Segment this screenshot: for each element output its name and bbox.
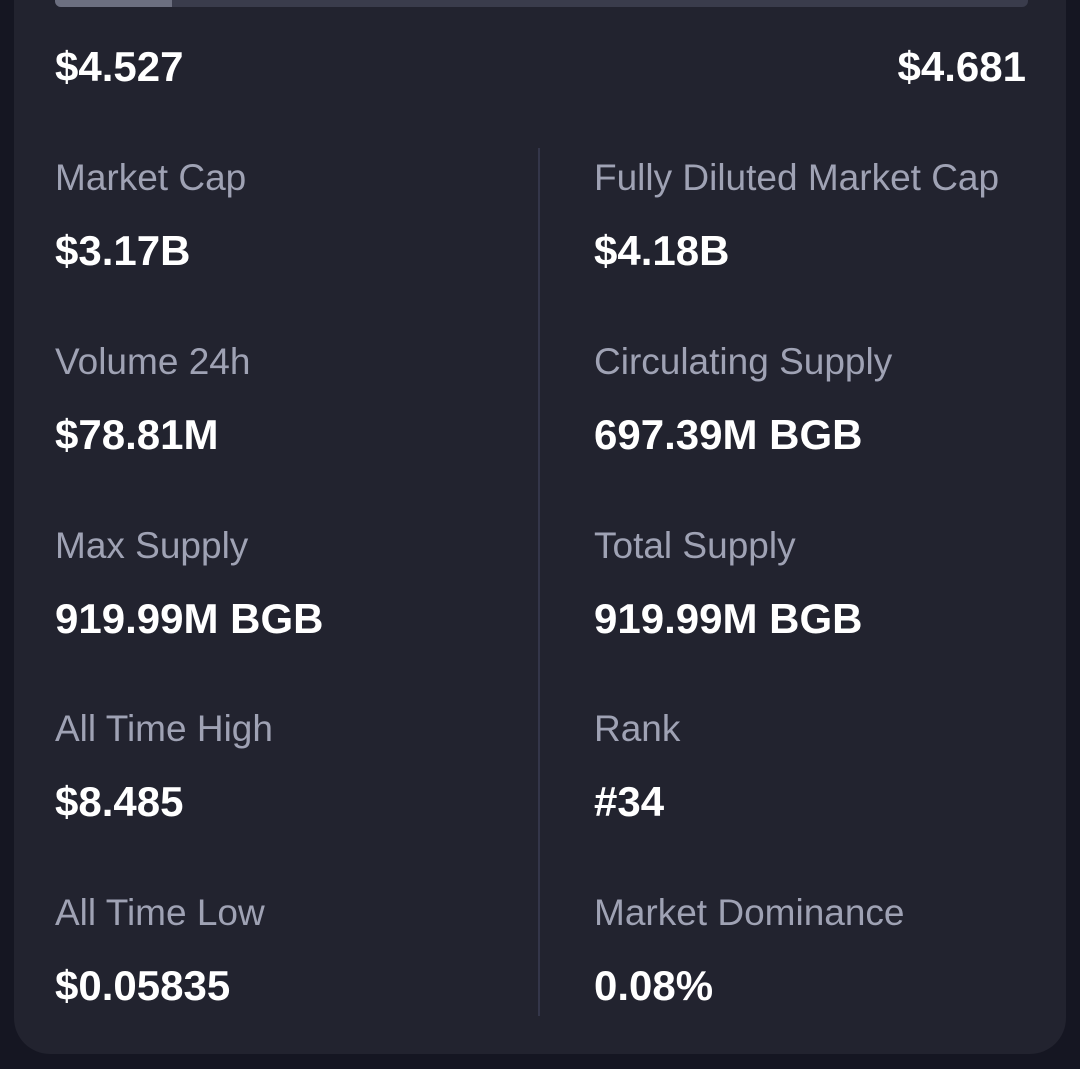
stat-value: 0.08% xyxy=(594,962,714,1009)
price-range-high: $4.681 xyxy=(897,43,1026,90)
stat-label: Rank xyxy=(594,708,681,749)
stat-max-supply: Max Supply 919.99M BGB xyxy=(55,524,323,642)
price-range-low: $4.527 xyxy=(55,43,184,90)
stat-value: $0.05835 xyxy=(55,962,231,1009)
stat-value: 919.99M BGB xyxy=(594,595,863,642)
stat-value: #34 xyxy=(594,778,665,825)
stat-label: All Time High xyxy=(55,708,273,749)
stat-market-cap: Market Cap $3.17B xyxy=(55,156,246,274)
stat-value: $8.485 xyxy=(55,778,184,825)
stat-value: 919.99M BGB xyxy=(55,595,324,642)
stat-label: Fully Diluted Market Cap xyxy=(594,157,1000,198)
stat-label: Max Supply xyxy=(55,525,249,566)
stat-fully-diluted-market-cap: Fully Diluted Market Cap $4.18B xyxy=(594,156,999,274)
stat-all-time-high: All Time High $8.485 xyxy=(55,707,273,825)
stat-value: $4.18B xyxy=(594,227,730,274)
stat-value: 697.39M BGB xyxy=(594,411,863,458)
stat-label: Volume 24h xyxy=(55,341,251,382)
stat-value: $3.17B xyxy=(55,227,191,274)
stat-market-dominance: Market Dominance 0.08% xyxy=(594,891,905,1009)
column-divider xyxy=(538,148,540,1016)
price-range-fill xyxy=(55,0,172,7)
stat-label: Total Supply xyxy=(594,525,796,566)
stat-rank: Rank #34 xyxy=(594,707,680,825)
token-stats-card xyxy=(14,0,1066,1054)
stat-volume-24h: Volume 24h $78.81M xyxy=(55,340,250,458)
stat-label: Market Dominance xyxy=(594,892,905,933)
stat-total-supply: Total Supply 919.99M BGB xyxy=(594,524,862,642)
price-range-bar xyxy=(55,0,1028,7)
stat-label: Market Cap xyxy=(55,157,247,198)
stat-label: Circulating Supply xyxy=(594,341,893,382)
stat-all-time-low: All Time Low $0.05835 xyxy=(55,891,265,1009)
stat-circulating-supply: Circulating Supply 697.39M BGB xyxy=(594,340,892,458)
stat-label: All Time Low xyxy=(55,892,265,933)
stat-value: $78.81M xyxy=(55,411,219,458)
